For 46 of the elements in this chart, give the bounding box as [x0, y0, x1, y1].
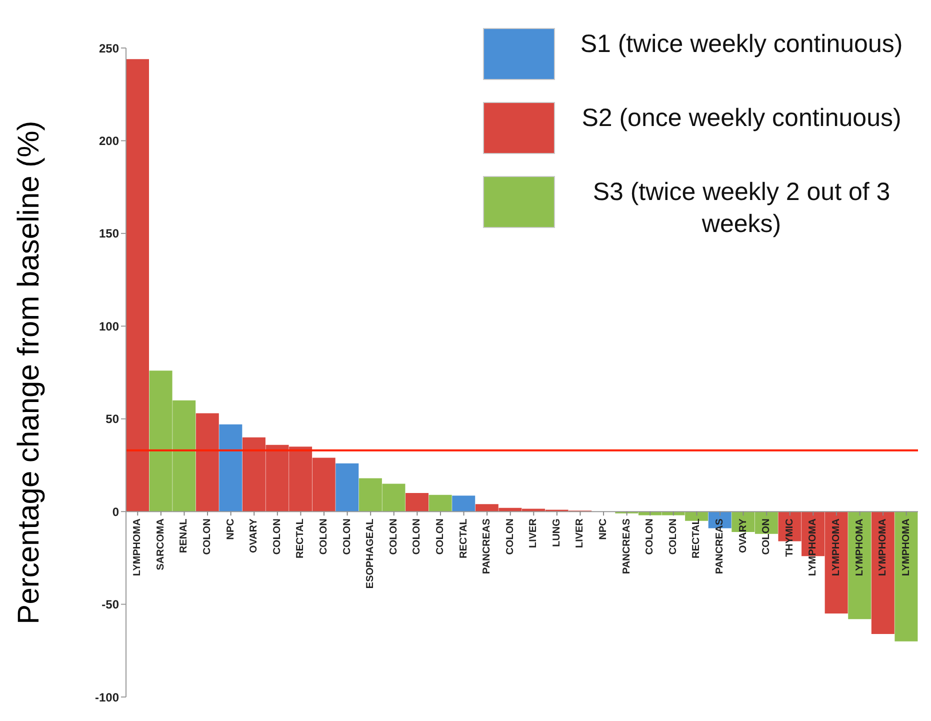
y-tick-label: 100	[98, 319, 120, 334]
x-tick-label: SARCOMA	[155, 518, 166, 570]
x-tick-label: RENAL	[178, 518, 190, 554]
x-tick-label: PANCREAS	[621, 518, 632, 574]
x-tick-label: RECTAL	[458, 518, 470, 558]
x-tick-label: COLON	[272, 518, 283, 555]
y-tick-label: -100	[94, 690, 120, 704]
x-tick-label: RECTAL	[295, 518, 306, 558]
x-tick-label: PANCREAS	[482, 518, 493, 574]
x-tick-label: COLON	[434, 518, 446, 555]
x-tick-label: COLON	[668, 518, 679, 555]
y-tick-label: 200	[98, 134, 120, 148]
y-axis-title: Percentage change from baseline (%)	[12, 120, 46, 624]
legend-label: S3 (twice weekly 2 out of 3 weeks)	[592, 177, 892, 240]
x-tick-label: COLON	[644, 518, 656, 555]
x-tick-label: LYMPHOMA	[132, 518, 144, 576]
y-tick-label: 250	[98, 41, 120, 56]
x-tick-label: LYMPHOMA	[854, 518, 866, 576]
y-tick-label: 150	[98, 226, 120, 241]
x-tick-label: LYMPHOMA	[900, 518, 912, 576]
x-tick-label: ESOPHAGEAL	[365, 518, 376, 589]
x-tick-label: NPC	[598, 518, 610, 540]
y-tick-label: 50	[106, 412, 120, 426]
x-tick-label: LYMPHOMA	[878, 518, 889, 576]
x-tick-label: PANCREAS	[714, 518, 726, 574]
x-tick-label: COLON	[412, 518, 423, 555]
x-tick-label: LYMPHOMA	[830, 518, 842, 576]
x-tick-label: COLON	[202, 518, 214, 555]
x-tick-label: LUNG	[551, 518, 562, 547]
legend-label: S1 (twice weekly continuous)	[579, 29, 904, 60]
x-tick-label: LIVER	[528, 518, 540, 548]
x-tick-label: COLON	[388, 518, 400, 555]
x-tick-label: RECTAL	[691, 518, 702, 558]
x-tick-label: COLON	[342, 518, 353, 555]
x-tick-label: OVARY	[248, 518, 260, 554]
y-tick-label: -50	[102, 598, 120, 612]
x-tick-label: LIVER	[574, 518, 586, 548]
x-tick-label: NPC	[225, 518, 236, 540]
legend-label: S2 (once weekly continuous)	[580, 103, 902, 134]
x-tick-label: OVARY	[738, 518, 749, 554]
x-tick-label: COLON	[504, 518, 516, 555]
y-tick-label: 0	[112, 504, 120, 519]
x-tick-label: LYMPHOMA	[808, 518, 819, 576]
x-tick-label: THYMIC	[784, 518, 796, 557]
x-tick-label: COLON	[761, 518, 772, 555]
x-tick-label: COLON	[318, 518, 330, 555]
